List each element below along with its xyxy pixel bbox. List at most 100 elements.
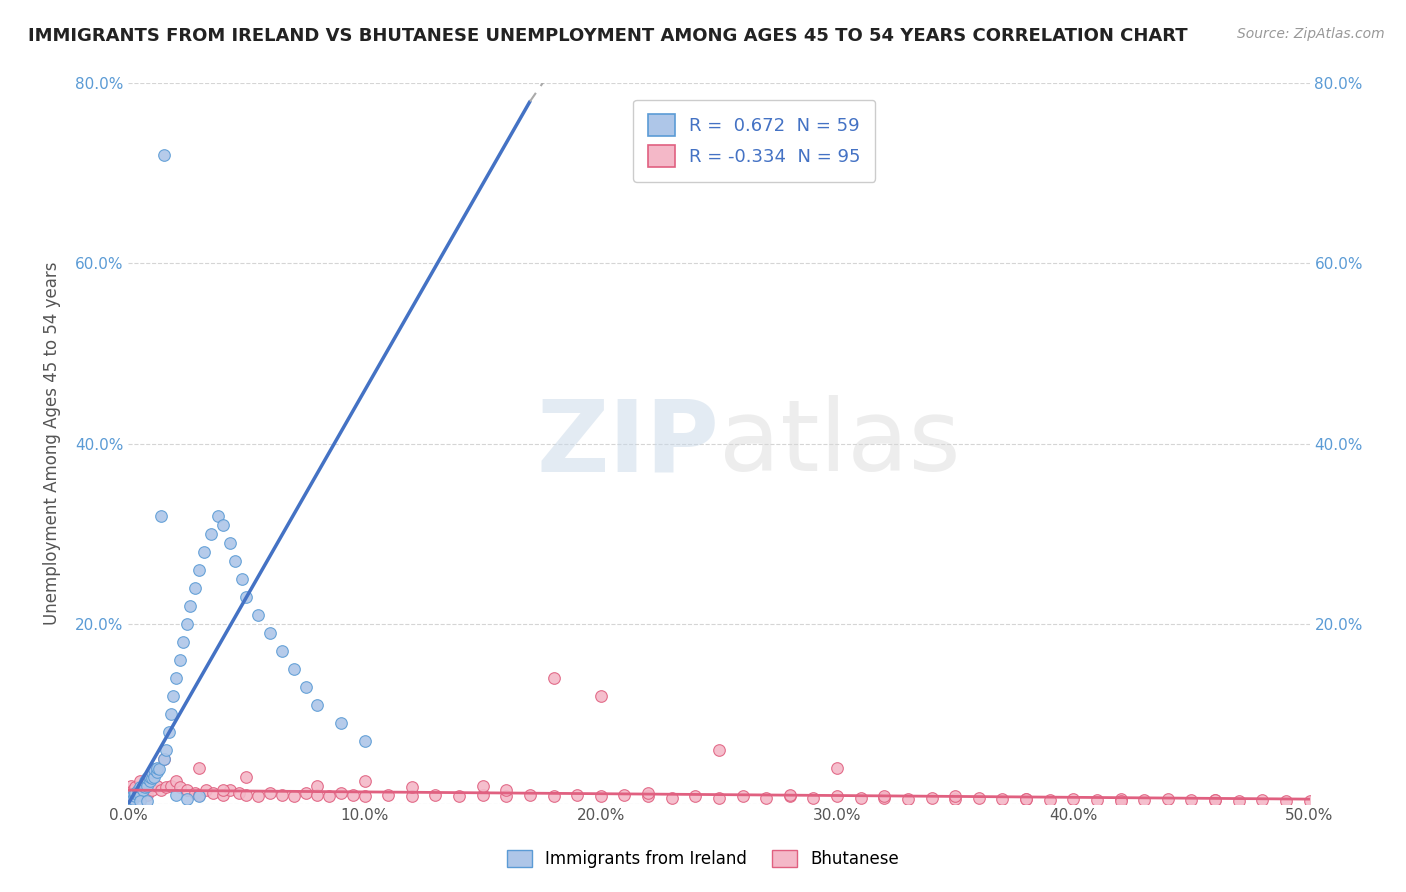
Point <box>567 788 589 802</box>
Point <box>188 563 211 577</box>
Point <box>143 770 166 784</box>
Point <box>707 742 730 756</box>
Text: IMMIGRANTS FROM IRELAND VS BHUTANESE UNEMPLOYMENT AMONG AGES 45 TO 54 YEARS CORR: IMMIGRANTS FROM IRELAND VS BHUTANESE UNE… <box>28 27 1188 45</box>
Point <box>543 789 565 804</box>
Point <box>401 780 423 795</box>
Point <box>1039 793 1062 807</box>
Point <box>193 544 215 558</box>
Point <box>124 789 146 804</box>
Point <box>259 786 281 800</box>
Point <box>307 779 329 793</box>
Point <box>136 794 159 808</box>
Point <box>228 786 250 800</box>
Point <box>155 780 177 795</box>
Point <box>1298 794 1320 808</box>
Point <box>136 788 159 802</box>
Point <box>124 786 146 800</box>
Point <box>825 761 848 775</box>
Point <box>188 789 211 804</box>
Point <box>138 770 160 784</box>
Point <box>401 789 423 804</box>
Point <box>141 783 163 797</box>
Point <box>183 581 205 595</box>
Point <box>589 689 612 703</box>
Point <box>1157 792 1180 806</box>
Point <box>153 148 176 162</box>
Point <box>176 792 198 806</box>
Point <box>1015 792 1038 806</box>
Point <box>353 774 375 789</box>
Point <box>637 786 659 800</box>
Point <box>124 780 146 795</box>
Point <box>803 791 825 805</box>
Point <box>183 786 205 800</box>
Point <box>235 770 257 784</box>
Point <box>131 783 153 797</box>
Point <box>160 779 183 793</box>
Point <box>589 789 612 804</box>
Point <box>661 791 683 805</box>
Point <box>176 783 198 797</box>
Point <box>543 671 565 685</box>
Point <box>165 788 187 802</box>
Point <box>165 671 187 685</box>
Point <box>212 517 235 532</box>
Point <box>200 526 222 541</box>
Point <box>134 779 156 793</box>
Point <box>1180 793 1202 807</box>
Point <box>127 788 149 802</box>
Point <box>136 772 159 786</box>
Point <box>330 715 353 730</box>
Point <box>755 791 778 805</box>
Point <box>1015 792 1038 806</box>
Point <box>307 698 329 712</box>
Point <box>195 783 218 797</box>
Point <box>153 751 176 765</box>
Point <box>943 792 966 806</box>
Point <box>134 780 156 795</box>
Point <box>145 779 167 793</box>
Point <box>271 788 294 802</box>
Point <box>425 788 447 802</box>
Point <box>873 791 896 805</box>
Point <box>207 508 229 523</box>
Point <box>127 786 149 800</box>
Point <box>330 786 353 800</box>
Point <box>141 772 163 786</box>
Point <box>145 765 167 780</box>
Text: atlas: atlas <box>718 395 960 492</box>
Point <box>307 788 329 802</box>
Point <box>294 680 316 694</box>
Point <box>143 763 166 777</box>
Point <box>685 789 707 804</box>
Point <box>637 789 659 804</box>
Legend: R =  0.672  N = 59, R = -0.334  N = 95: R = 0.672 N = 59, R = -0.334 N = 95 <box>634 100 876 182</box>
Point <box>165 774 187 789</box>
Point <box>148 763 170 777</box>
Legend: Immigrants from Ireland, Bhutanese: Immigrants from Ireland, Bhutanese <box>501 843 905 875</box>
Point <box>235 788 257 802</box>
Point <box>155 742 177 756</box>
Point <box>202 786 225 800</box>
Point <box>188 761 211 775</box>
Point <box>471 788 494 802</box>
Point <box>613 788 636 802</box>
Point <box>127 783 149 797</box>
Point <box>136 779 159 793</box>
Point <box>141 765 163 780</box>
Point <box>991 792 1014 806</box>
Point <box>353 733 375 747</box>
Point <box>169 652 191 666</box>
Point <box>176 616 198 631</box>
Point <box>849 791 872 805</box>
Point <box>134 774 156 789</box>
Point <box>318 789 340 804</box>
Point <box>1085 793 1108 807</box>
Point <box>1251 793 1274 807</box>
Point <box>1109 794 1132 808</box>
Point <box>138 780 160 795</box>
Point <box>271 643 294 657</box>
Point <box>519 788 541 802</box>
Point <box>138 774 160 789</box>
Point <box>179 599 201 613</box>
